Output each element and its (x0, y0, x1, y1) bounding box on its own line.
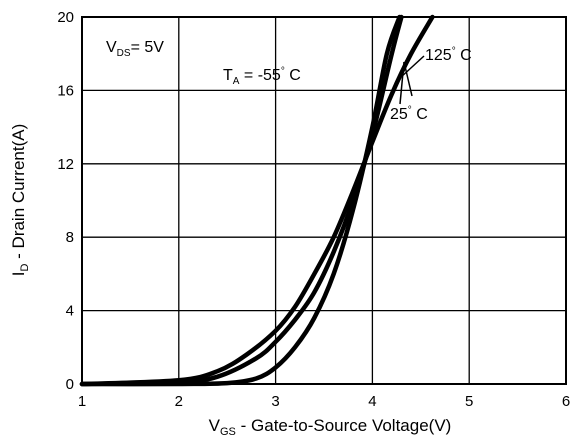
y-axis-label: ID - Drain Current(A) (9, 124, 31, 277)
annotation-125c: 125° C (425, 46, 472, 64)
annotation-vds: VDS= 5V (106, 39, 164, 59)
plot-frame (82, 17, 566, 384)
x-tick-label: 4 (368, 393, 376, 410)
y-tick-label: 20 (57, 9, 74, 26)
grid-lines (82, 17, 566, 384)
x-tick-label: 1 (78, 393, 86, 410)
x-tick-label: 6 (562, 393, 570, 410)
y-tick-label: 0 (66, 376, 74, 393)
x-tick-label: 2 (175, 393, 183, 410)
x-tick-label: 5 (465, 393, 473, 410)
y-tick-label: 16 (57, 82, 74, 99)
y-tick-label: 12 (57, 156, 74, 173)
annotation-ta: TA = -55° C (223, 66, 301, 87)
x-axis-label: VGS - Gate-to-Source Voltage(V) (209, 416, 452, 437)
y-tick-label: 8 (66, 229, 74, 246)
x-tick-label: 3 (271, 393, 279, 410)
y-tick-label: 4 (66, 303, 74, 320)
annotation-25c: 25° C (390, 105, 428, 123)
